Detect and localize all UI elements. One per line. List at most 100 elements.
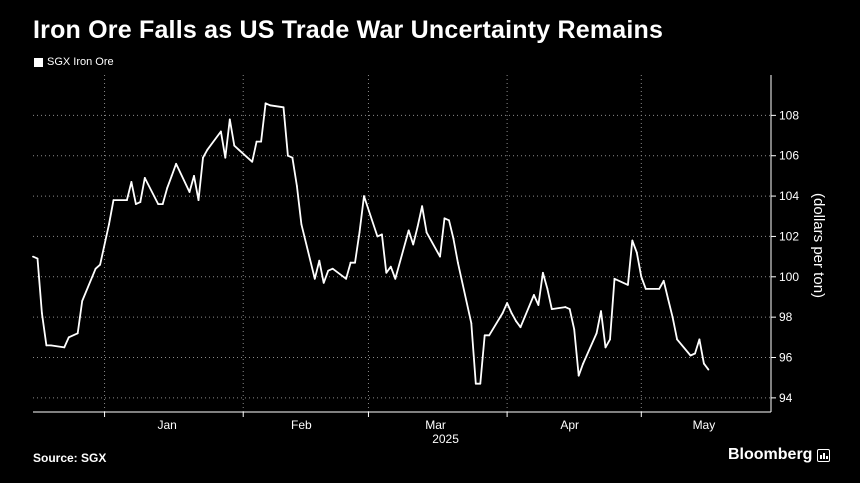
x-tick-label: Mar [425, 418, 446, 432]
data-point [41, 312, 43, 315]
source-note: Source: SGX [33, 451, 107, 465]
data-point [206, 148, 209, 151]
data-point [358, 231, 361, 234]
data-point [667, 298, 670, 300]
data-point [564, 306, 567, 308]
year-label: 2025 [432, 432, 459, 446]
data-point [676, 338, 678, 341]
data-point [550, 308, 553, 310]
data-point [470, 322, 473, 325]
data-point [63, 346, 66, 349]
data-point [457, 261, 459, 264]
data-point [197, 199, 200, 202]
data-point [112, 199, 115, 202]
data-point [376, 235, 379, 238]
x-tick-label: May [693, 418, 716, 432]
chart-title: Iron Ore Falls as US Trade War Uncertain… [33, 16, 664, 44]
y-tick-label: 102 [779, 229, 799, 243]
data-point [327, 269, 330, 272]
data-point [318, 259, 321, 262]
data-point [300, 223, 303, 226]
data-point [658, 288, 661, 290]
data-point [479, 382, 482, 385]
data-point [233, 144, 236, 147]
data-point [703, 362, 705, 365]
y-tick-label: 94 [779, 391, 793, 405]
data-point [45, 344, 48, 347]
data-point [287, 154, 289, 157]
data-point [170, 174, 173, 177]
data-point [295, 185, 298, 187]
data-point [237, 148, 240, 151]
data-point [582, 362, 585, 365]
data-point [483, 334, 486, 337]
data-point [694, 352, 696, 355]
data-point [36, 257, 39, 260]
data-point [380, 233, 383, 236]
data-point [407, 229, 410, 232]
data-point [626, 283, 629, 286]
data-point [546, 288, 549, 290]
data-point [99, 263, 101, 266]
data-point [519, 326, 522, 329]
legend: SGX Iron Ore [34, 56, 114, 68]
data-point [577, 374, 580, 377]
data-point [452, 237, 455, 240]
x-tick-label: Feb [291, 418, 312, 432]
data-point [349, 261, 352, 264]
data-point [510, 312, 513, 315]
data-point [282, 106, 285, 109]
y-tick-label: 108 [779, 108, 799, 122]
data-point [573, 328, 576, 331]
data-point [193, 174, 195, 177]
data-point [269, 104, 271, 107]
data-point [541, 271, 544, 274]
data-point [412, 243, 415, 246]
series-line [32, 102, 710, 385]
data-point [389, 265, 392, 268]
data-point [448, 219, 450, 222]
data-point [644, 288, 647, 290]
data-point [631, 239, 634, 242]
data-point [394, 277, 397, 280]
data-point [67, 336, 70, 339]
data-point [604, 346, 607, 349]
data-point [363, 195, 365, 197]
data-point [291, 156, 294, 159]
legend-label: SGX Iron Ore [47, 56, 114, 68]
y-tick-label: 100 [779, 270, 799, 284]
data-point [488, 334, 491, 337]
x-tick-label: Apr [560, 418, 579, 432]
data-point [255, 140, 258, 143]
data-point [264, 102, 267, 105]
data-point [385, 271, 388, 274]
data-point [260, 140, 263, 143]
data-point [613, 277, 616, 280]
bloomberg-chart-icon [817, 448, 831, 462]
data-point [474, 382, 477, 385]
data-point [501, 312, 504, 315]
data-point [568, 308, 571, 310]
data-point [94, 267, 97, 270]
brand-name: Bloomberg [728, 446, 813, 463]
data-point [143, 177, 146, 179]
data-point [166, 187, 169, 189]
data-point [515, 320, 517, 323]
data-point [425, 231, 428, 234]
data-point [224, 156, 227, 159]
data-point [126, 199, 128, 202]
data-point [609, 338, 611, 341]
data-point [345, 277, 347, 280]
data-point [130, 181, 133, 183]
data-point [322, 281, 325, 284]
data-point [595, 332, 598, 335]
data-point [439, 255, 441, 258]
data-point [251, 160, 254, 163]
data-point [81, 300, 84, 302]
data-point [443, 217, 446, 220]
data-point [161, 203, 164, 206]
data-point [662, 279, 665, 282]
data-point [157, 203, 160, 206]
data-point [506, 302, 509, 304]
